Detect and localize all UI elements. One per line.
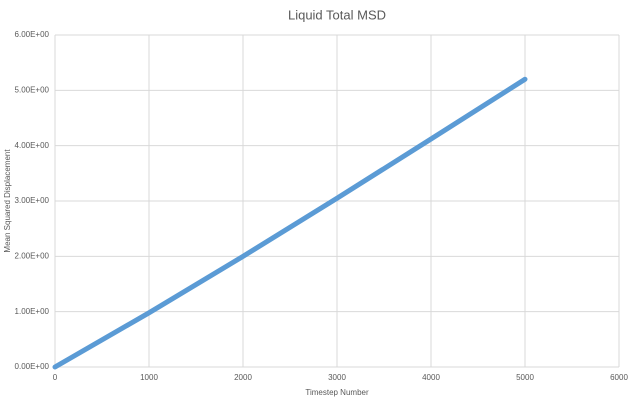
y-tick-label: 0.00E+00 bbox=[15, 362, 50, 371]
x-tick-label: 2000 bbox=[234, 373, 252, 382]
x-tick-label: 1000 bbox=[140, 373, 158, 382]
data-line bbox=[52, 76, 528, 370]
x-axis-title: Timestep Number bbox=[305, 388, 369, 397]
y-axis-title: Mean Squared Displacement bbox=[3, 149, 12, 253]
y-tick-label: 2.00E+00 bbox=[15, 251, 50, 260]
y-tick-label: 6.00E+00 bbox=[15, 30, 50, 39]
x-tick-label: 3000 bbox=[328, 373, 346, 382]
y-tick-label: 3.00E+00 bbox=[15, 196, 50, 205]
x-tick-label: 6000 bbox=[610, 373, 628, 382]
x-tick-label: 4000 bbox=[422, 373, 440, 382]
x-tick-label: 0 bbox=[53, 373, 58, 382]
y-tick-label: 5.00E+00 bbox=[15, 85, 50, 94]
x-tick-label: 5000 bbox=[516, 373, 534, 382]
chart-title: Liquid Total MSD bbox=[288, 7, 386, 22]
y-tick-label: 4.00E+00 bbox=[15, 141, 50, 150]
y-tick-label: 1.00E+00 bbox=[15, 307, 50, 316]
